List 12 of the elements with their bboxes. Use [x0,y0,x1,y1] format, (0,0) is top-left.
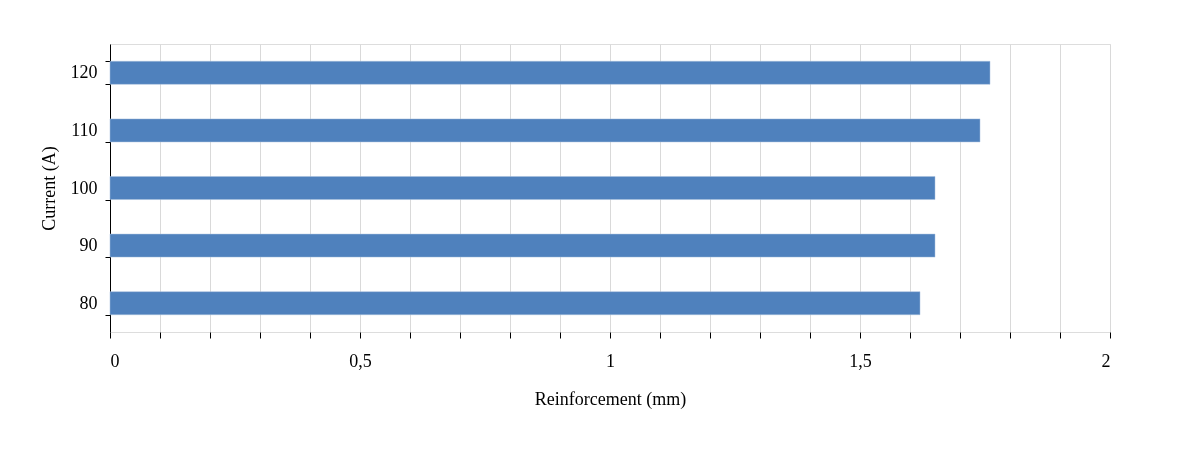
y-tick-label: 110 [71,119,98,140]
y-tick-label: 100 [70,177,98,198]
x-axis-title: Reinforcement (mm) [534,388,687,410]
y-tick-label: 120 [70,62,98,83]
x-tick-label: 1 [606,350,615,371]
x-tick-label: 0 [110,350,120,371]
y-tick-label: 80 [79,292,98,313]
y-tick-label: 90 [79,235,98,256]
x-tick-label: 2 [1101,350,1111,371]
y-axis-title: Current (A) [38,146,60,231]
x-tick-label: 0,5 [349,350,372,371]
x-tick-label: 1,5 [849,350,872,371]
